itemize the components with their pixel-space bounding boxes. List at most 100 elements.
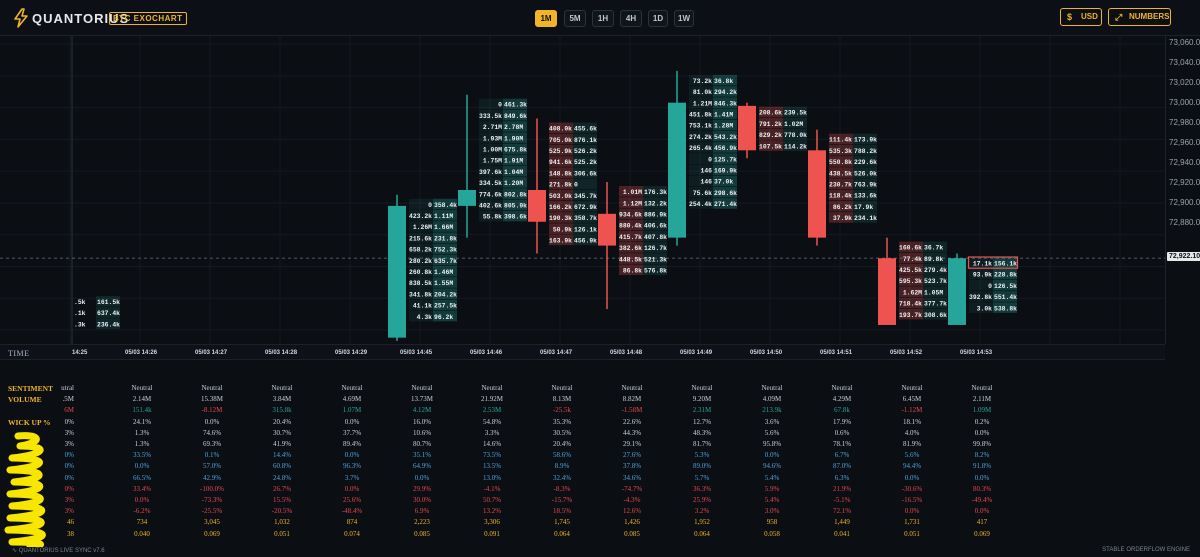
table-cell: 0.0% bbox=[204, 417, 220, 426]
table-cell: 89.0% bbox=[692, 462, 712, 471]
table-cell: 1.3% bbox=[134, 428, 150, 437]
footprint-sell-cell bbox=[619, 186, 643, 197]
footprint-buy-cell bbox=[993, 291, 1017, 302]
table-cell: 0.0% bbox=[904, 473, 920, 482]
footprint-buy-value: 398.6k bbox=[504, 214, 527, 221]
footprint-buy-cell bbox=[643, 242, 667, 253]
expand-icon: ⤢ bbox=[1115, 12, 1123, 22]
footprint-buy-value: 271.4k bbox=[714, 201, 737, 208]
table-cell: 874 bbox=[346, 518, 358, 527]
timeframe-1h[interactable]: 1H bbox=[592, 10, 614, 27]
footprint-buy-cell bbox=[783, 129, 807, 140]
footprint-sell-cell bbox=[549, 178, 573, 190]
footprint-buy-cell bbox=[713, 119, 737, 131]
footprint-buy-cell bbox=[433, 265, 457, 277]
footprint-buy-value: 672.9k bbox=[574, 204, 597, 211]
footprint-buy-cell bbox=[573, 234, 597, 246]
footprint-sell-cell bbox=[409, 221, 433, 232]
table-cell: 69.3% bbox=[202, 440, 222, 448]
footprint-buy-cell bbox=[853, 156, 877, 167]
price-label: 73,000.00 bbox=[1169, 98, 1200, 107]
footprint-buy-value: 231.8k bbox=[434, 235, 457, 242]
timeframe-4h[interactable]: 4H bbox=[620, 10, 642, 27]
footprint-sell-cell bbox=[969, 291, 993, 302]
footprint-sell-value: 17.1k bbox=[973, 261, 992, 268]
footprint-buy-value: 204.2k bbox=[434, 291, 457, 298]
footprint-sell-cell bbox=[689, 86, 713, 97]
footprint-buy-cell bbox=[643, 253, 667, 264]
footprint-buy-cell bbox=[503, 165, 527, 177]
numbers-button[interactable]: ⤢ NUMBERS bbox=[1108, 8, 1171, 26]
table-cell: 6.45M bbox=[902, 395, 922, 404]
table-cell: 44.3% bbox=[622, 428, 642, 437]
footprint-sell-cell bbox=[549, 212, 573, 223]
footprint-sell-value: 341.8k bbox=[409, 291, 432, 298]
footprint-sell-value: 382.6k bbox=[619, 245, 642, 252]
table-cell: 5.4% bbox=[764, 473, 780, 482]
footprint-buy-value: 1.11M bbox=[434, 213, 453, 220]
table-cell: 13.2% bbox=[482, 507, 502, 516]
footprint-buy-cell bbox=[503, 177, 527, 188]
footprint-sell-cell bbox=[479, 109, 503, 121]
footprint-sell-cell bbox=[409, 232, 433, 243]
table-cell: 0.0% bbox=[344, 484, 360, 493]
price-label: 72,940.00 bbox=[1169, 158, 1200, 167]
time-axis-title: TIME bbox=[8, 349, 30, 358]
footprint-buy-value: 308.6k bbox=[924, 312, 947, 319]
footprint-buy-cell bbox=[993, 302, 1017, 313]
footprint-buy-value: 1.02M bbox=[784, 121, 803, 128]
footprint-sell-cell bbox=[759, 140, 783, 151]
timeframe-1w[interactable]: 1W bbox=[674, 10, 694, 27]
footprint-sell-value: .3k bbox=[74, 321, 86, 328]
currency-button[interactable]: $ USD bbox=[1060, 8, 1102, 26]
footprint-sell-value: 4.3k bbox=[417, 314, 433, 321]
footprint-sell-cell bbox=[829, 189, 853, 201]
footprint-sell-value: 595.3k bbox=[899, 278, 922, 285]
footprint-sell-cell bbox=[759, 129, 783, 140]
timeframe-1d[interactable]: 1D bbox=[648, 10, 668, 27]
footprint-buy-cell bbox=[993, 268, 1017, 280]
table-cell: 5.9% bbox=[764, 484, 780, 493]
footprint-sell-cell bbox=[409, 254, 433, 266]
footprint-sell-cell bbox=[549, 167, 573, 178]
timeframe-5m[interactable]: 5M bbox=[564, 10, 586, 27]
candle-body bbox=[458, 190, 476, 206]
footprint-sell-value: 111.4k bbox=[829, 137, 852, 144]
footprint-sell-cell bbox=[619, 242, 643, 253]
footprint-buy-value: 37.0k bbox=[714, 179, 733, 186]
footprint-buy-cell bbox=[923, 252, 947, 264]
table-cell: -1.12M bbox=[901, 406, 923, 415]
footprint-sell-value: 193.7k bbox=[899, 312, 922, 319]
timeframe-1m[interactable]: 1M bbox=[535, 10, 557, 27]
table-cell: 1.07M bbox=[342, 406, 362, 415]
table-cell: 24.1% bbox=[132, 417, 152, 426]
candle-body bbox=[388, 205, 406, 338]
footprint-buy-cell bbox=[503, 154, 527, 166]
time-label: 14:25 bbox=[72, 350, 88, 356]
candle-body bbox=[668, 102, 686, 238]
footprint-buy-value: 126.7k bbox=[644, 245, 667, 252]
table-cell: Neutral bbox=[271, 384, 293, 392]
footprint-sell-cell bbox=[549, 156, 573, 167]
table-cell: 0.064 bbox=[554, 529, 570, 538]
table-cell: 0.0% bbox=[134, 462, 150, 471]
footprint-buy-cell bbox=[783, 117, 807, 129]
table-cell: 4.29M bbox=[832, 395, 852, 404]
footprint-buy-cell bbox=[433, 277, 457, 288]
footprint-sell-value: 408.0k bbox=[549, 126, 572, 133]
table-cell: 1,032 bbox=[274, 518, 290, 527]
footprint-chart[interactable]: .5k 161.5k.1k 637.4k.3k 236.4k0 358.4k423.2k… bbox=[0, 36, 1165, 344]
table-cell: 1,731 bbox=[904, 518, 920, 527]
table-cell: 0.0% bbox=[764, 451, 780, 460]
table-cell: 0.051 bbox=[904, 529, 920, 538]
footprint-sell-value: 425.5k bbox=[899, 267, 922, 274]
footprint-sell-value: 163.9k bbox=[549, 238, 572, 245]
table-cell: 50.7% bbox=[482, 496, 502, 504]
table-cell: Neutral bbox=[411, 384, 433, 392]
footprint-sell-cell bbox=[619, 253, 643, 264]
footprint-sell-value: 1.26M bbox=[413, 224, 432, 231]
price-axis[interactable]: 73,060.00 73,040.00 73,020.00 73,000.00 72,9… bbox=[1165, 36, 1200, 344]
table-cell: -49.4% bbox=[971, 496, 993, 504]
footprint-buy-cell bbox=[433, 299, 457, 311]
